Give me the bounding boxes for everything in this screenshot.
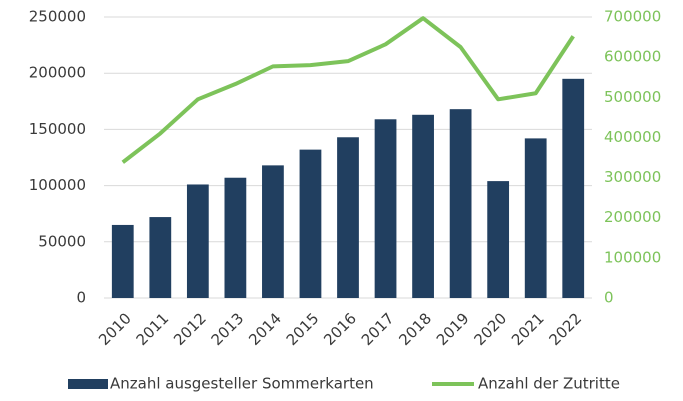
y-tick-label: 200000 xyxy=(29,64,86,82)
y2-tick-label: 0 xyxy=(604,289,614,307)
bar xyxy=(487,181,510,298)
bar xyxy=(337,137,359,298)
bar xyxy=(449,109,472,298)
legend-label: Anzahl der Zutritte xyxy=(478,375,620,393)
legend-swatch xyxy=(68,379,108,389)
x-tick-label: 2015 xyxy=(283,309,323,349)
bar xyxy=(149,217,172,298)
x-tick-label: 2022 xyxy=(546,309,586,349)
bar xyxy=(262,165,284,298)
bar xyxy=(111,224,134,298)
x-tick-label: 2010 xyxy=(95,309,135,349)
x-tick-label: 2014 xyxy=(245,309,285,349)
x-tick-label: 2013 xyxy=(208,309,248,349)
x-tick-label: 2019 xyxy=(433,309,473,349)
bar xyxy=(412,114,434,299)
line xyxy=(121,16,575,164)
y2-tick-label: 500000 xyxy=(604,88,661,106)
x-tick-label: 2011 xyxy=(133,309,173,349)
x-tick-label: 2018 xyxy=(395,309,435,349)
y-tick-label: 0 xyxy=(76,289,86,307)
y-tick-label: 150000 xyxy=(29,120,86,138)
x-tick-label: 2017 xyxy=(358,309,398,349)
y-tick-label: 100000 xyxy=(29,176,86,194)
y2-tick-label: 600000 xyxy=(604,48,661,66)
bar xyxy=(186,184,209,298)
bar xyxy=(374,119,397,298)
bar xyxy=(224,177,247,298)
x-tick-label: 2021 xyxy=(508,309,548,349)
x-tick-label: 2012 xyxy=(170,309,210,349)
bar xyxy=(562,78,585,298)
legend-label: Anzahl ausgesteller Sommerkarten xyxy=(110,375,374,393)
bar xyxy=(299,149,322,298)
y2-tick-label: 300000 xyxy=(604,168,661,186)
y-tick-label: 250000 xyxy=(29,8,86,26)
x-tick-label: 2016 xyxy=(320,309,360,349)
y2-tick-label: 100000 xyxy=(604,248,661,266)
y2-tick-label: 700000 xyxy=(604,8,661,26)
bar xyxy=(524,138,547,298)
y-tick-label: 50000 xyxy=(38,232,86,250)
y2-tick-label: 400000 xyxy=(604,128,661,146)
y2-tick-label: 200000 xyxy=(604,208,661,226)
x-tick-label: 2020 xyxy=(470,309,510,349)
